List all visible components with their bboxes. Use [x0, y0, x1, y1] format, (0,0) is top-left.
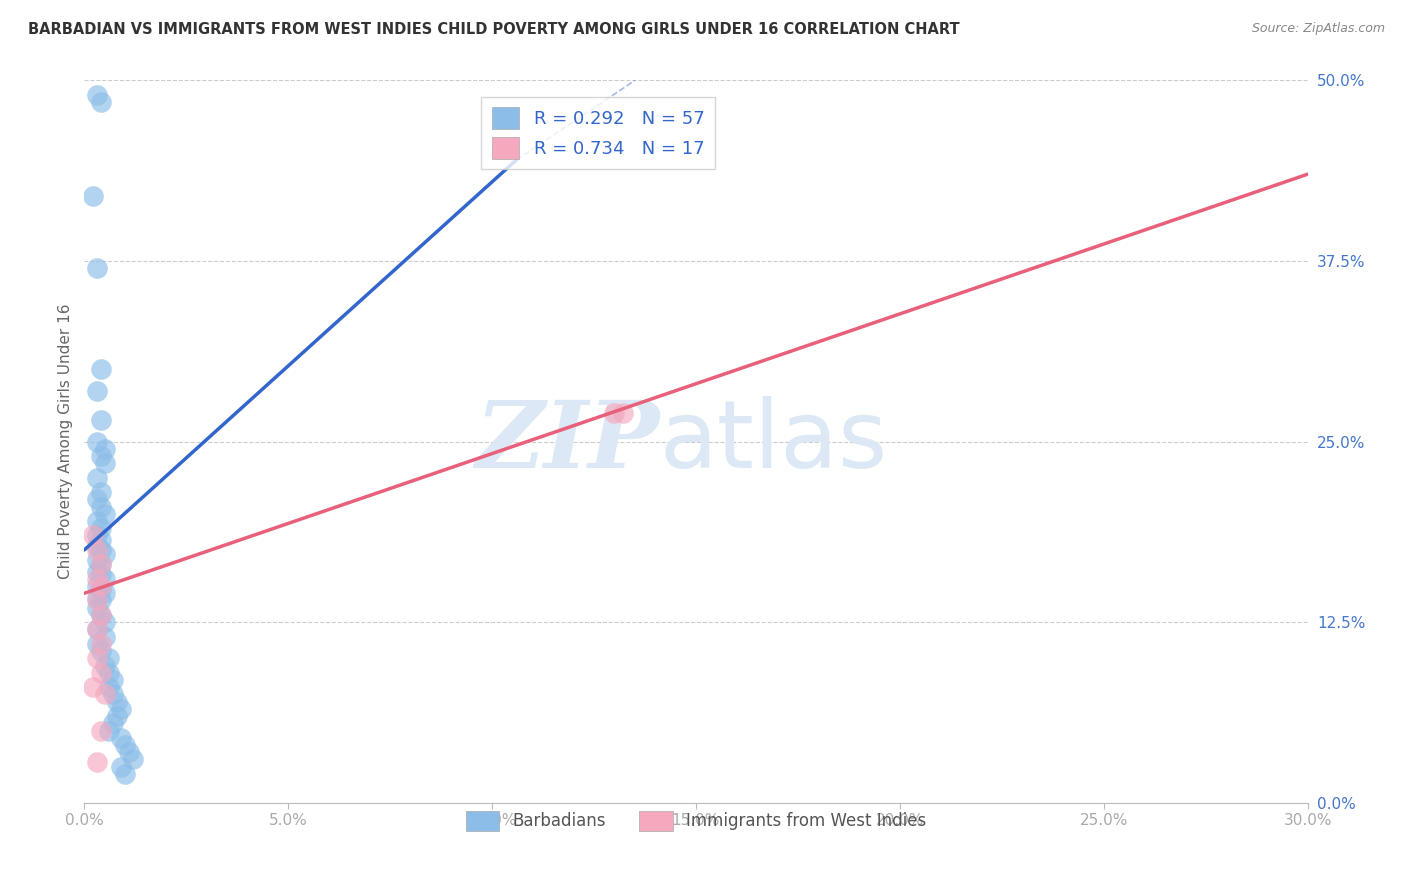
Point [82, 528, 104, 542]
Point [93, 507, 115, 521]
Point [105, 709, 128, 723]
Legend: Barbadians, Immigrants from West Indies: Barbadians, Immigrants from West Indies [460, 805, 932, 838]
Point [90, 637, 112, 651]
Point [110, 760, 132, 774]
Point [93, 615, 115, 630]
Point [90, 567, 112, 582]
Point [114, 738, 136, 752]
Point [86, 623, 108, 637]
Point [90, 582, 112, 596]
Point [110, 731, 132, 745]
Point [86, 434, 108, 449]
Point [86, 528, 108, 542]
Point [90, 542, 112, 557]
Point [93, 442, 115, 456]
Point [86, 651, 108, 665]
Y-axis label: Child Poverty Among Girls Under 16: Child Poverty Among Girls Under 16 [58, 304, 73, 579]
Point [86, 565, 108, 579]
Point [97, 651, 120, 665]
Point [97, 665, 120, 680]
Point [86, 572, 108, 586]
Point [90, 558, 112, 572]
Point [101, 673, 124, 687]
Point [93, 658, 115, 673]
Point [93, 456, 115, 470]
Point [90, 95, 112, 109]
Point [86, 591, 108, 605]
Point [90, 449, 112, 463]
Point [93, 630, 115, 644]
Text: atlas: atlas [659, 395, 887, 488]
Point [86, 384, 108, 398]
Point [86, 637, 108, 651]
Point [90, 723, 112, 738]
Point [90, 413, 112, 427]
Point [93, 687, 115, 701]
Point [93, 572, 115, 586]
Point [93, 586, 115, 600]
Point [612, 406, 634, 420]
Point [86, 756, 108, 770]
Point [105, 695, 128, 709]
Point [82, 189, 104, 203]
Point [86, 623, 108, 637]
Point [86, 261, 108, 276]
Point [93, 547, 115, 561]
Point [603, 406, 626, 420]
Point [90, 644, 112, 658]
Point [90, 607, 112, 622]
Point [86, 514, 108, 528]
Point [82, 680, 104, 694]
Point [86, 553, 108, 567]
Point [90, 500, 112, 514]
Text: BARBADIAN VS IMMIGRANTS FROM WEST INDIES CHILD POVERTY AMONG GIRLS UNDER 16 CORR: BARBADIAN VS IMMIGRANTS FROM WEST INDIES… [28, 22, 960, 37]
Point [86, 470, 108, 484]
Point [90, 362, 112, 376]
Point [86, 87, 108, 102]
Point [114, 767, 136, 781]
Point [86, 579, 108, 593]
Point [90, 521, 112, 535]
Point [101, 716, 124, 731]
Point [90, 665, 112, 680]
Point [122, 752, 145, 766]
Point [110, 702, 132, 716]
Text: ZIP: ZIP [475, 397, 659, 486]
Point [90, 533, 112, 547]
Point [90, 558, 112, 572]
Point [97, 680, 120, 694]
Point [90, 485, 112, 500]
Point [101, 687, 124, 701]
Point [90, 579, 112, 593]
Point [90, 607, 112, 622]
Point [86, 600, 108, 615]
Point [97, 723, 120, 738]
Point [118, 745, 141, 759]
Text: Source: ZipAtlas.com: Source: ZipAtlas.com [1251, 22, 1385, 36]
Point [90, 593, 112, 607]
Point [86, 539, 108, 553]
Point [86, 542, 108, 557]
Point [86, 593, 108, 607]
Point [86, 492, 108, 507]
